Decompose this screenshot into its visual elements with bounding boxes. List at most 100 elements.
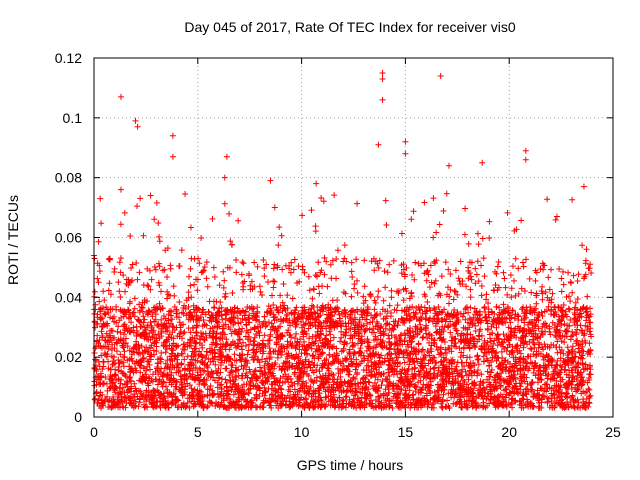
data-point — [136, 269, 143, 276]
data-point — [259, 356, 266, 363]
data-point — [454, 291, 461, 298]
data-point — [155, 219, 162, 226]
data-point — [121, 348, 128, 355]
data-point — [510, 263, 517, 270]
data-point — [144, 282, 151, 289]
data-point — [333, 275, 340, 282]
data-point — [586, 265, 593, 272]
data-point — [182, 190, 189, 197]
data-point — [144, 322, 151, 329]
data-point — [291, 386, 298, 393]
data-point — [114, 328, 121, 335]
data-point — [151, 264, 158, 271]
data-point — [541, 381, 548, 388]
data-point — [391, 346, 398, 353]
data-point — [309, 295, 316, 302]
data-point — [420, 333, 427, 340]
data-point — [505, 324, 512, 331]
data-point — [421, 199, 428, 206]
data-point — [560, 268, 567, 275]
data-point — [439, 309, 446, 316]
data-point — [288, 343, 295, 350]
data-point — [181, 341, 188, 348]
data-point — [527, 345, 534, 352]
data-point — [146, 366, 153, 373]
data-point — [251, 259, 258, 266]
data-point — [187, 329, 194, 336]
data-point — [588, 269, 595, 276]
data-point — [415, 379, 422, 386]
data-point — [187, 265, 194, 272]
data-point — [151, 216, 158, 223]
data-point — [261, 273, 268, 280]
data-point — [284, 292, 291, 299]
data-point — [560, 281, 567, 288]
data-point — [239, 279, 246, 286]
data-point — [168, 316, 175, 323]
data-point — [500, 269, 507, 276]
data-point — [500, 301, 507, 308]
data-point — [366, 291, 373, 298]
data-point — [354, 277, 361, 284]
data-point — [271, 204, 278, 211]
data-point — [261, 332, 268, 339]
data-point — [443, 190, 450, 197]
data-point — [567, 316, 574, 323]
data-point — [448, 394, 455, 401]
data-point — [302, 347, 309, 354]
data-point — [342, 356, 349, 363]
data-point — [410, 397, 417, 404]
data-point — [272, 360, 279, 367]
data-point — [431, 280, 438, 287]
data-point — [188, 294, 195, 301]
data-point — [330, 334, 337, 341]
data-point — [367, 319, 374, 326]
data-point — [398, 230, 405, 237]
data-point — [196, 260, 203, 267]
data-point — [128, 319, 135, 326]
data-point — [515, 290, 522, 297]
data-point — [494, 331, 501, 338]
data-point — [218, 376, 225, 383]
data-point — [379, 306, 386, 313]
data-point — [395, 354, 402, 361]
data-point — [105, 287, 112, 294]
data-point — [552, 216, 559, 223]
data-point — [506, 367, 513, 374]
data-point — [165, 334, 172, 341]
data-point — [257, 288, 264, 295]
data-point — [539, 290, 546, 297]
data-point — [334, 247, 341, 254]
data-point — [148, 276, 155, 283]
data-point — [486, 235, 493, 242]
data-point — [491, 287, 498, 294]
data-point — [230, 391, 237, 398]
data-point — [463, 283, 470, 290]
data-point — [451, 288, 458, 294]
data-point — [270, 284, 277, 291]
data-point — [94, 275, 101, 282]
data-point — [410, 208, 417, 215]
data-point — [398, 270, 405, 277]
data-point — [173, 369, 180, 376]
data-point — [384, 308, 391, 315]
data-point — [405, 401, 412, 408]
data-point — [203, 275, 210, 282]
data-point — [260, 404, 267, 411]
data-point — [131, 295, 138, 302]
data-point — [574, 307, 581, 314]
data-point — [258, 367, 265, 374]
data-point — [462, 316, 469, 323]
data-point — [570, 272, 577, 279]
data-point — [537, 265, 544, 272]
data-point — [583, 246, 590, 253]
data-point — [383, 222, 390, 229]
data-point — [366, 379, 373, 386]
data-point — [532, 277, 539, 284]
data-point — [170, 283, 177, 290]
data-point — [268, 391, 275, 398]
data-point — [99, 366, 106, 373]
data-point — [204, 348, 211, 355]
data-point — [567, 278, 574, 285]
data-point — [441, 357, 448, 364]
